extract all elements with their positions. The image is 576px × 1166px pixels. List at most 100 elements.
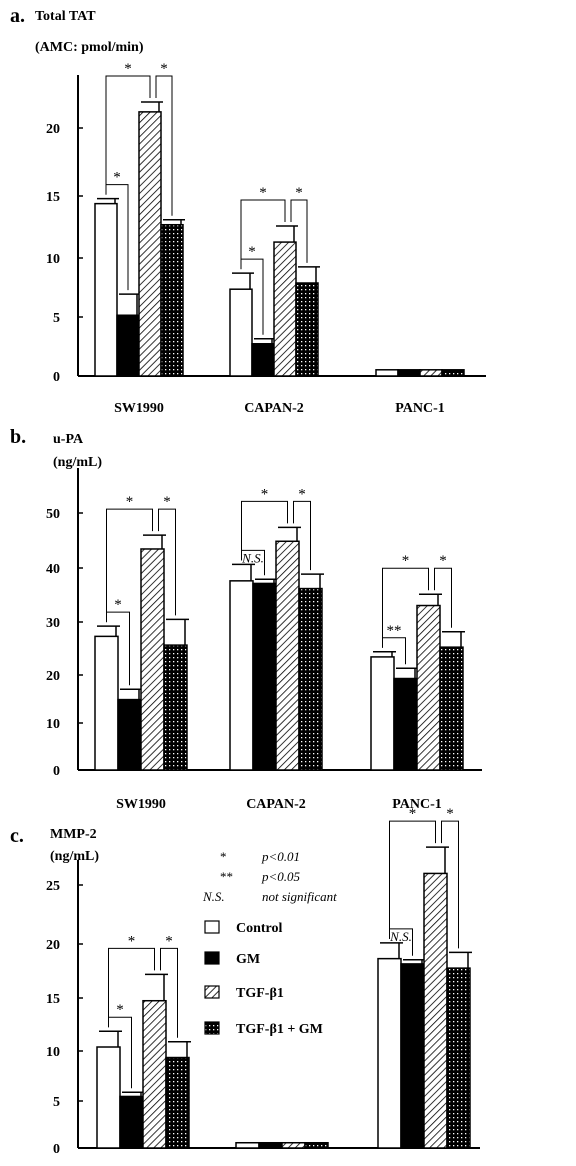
y-axis-label: (AMC: pmol/min) <box>35 40 144 55</box>
y-tick-label: 0 <box>53 370 60 385</box>
bar-tgf-1 <box>423 872 448 1149</box>
y-tick-label: 50 <box>46 507 60 522</box>
y-tick-label: 0 <box>53 1142 60 1157</box>
bar-tgf-1-gm <box>439 646 464 771</box>
legend-swatch <box>204 985 220 999</box>
significance-bracket <box>105 75 151 195</box>
legend-label: GM <box>236 952 260 967</box>
bar-gm <box>116 314 140 377</box>
significance-label: * <box>446 806 454 822</box>
bar-tgf-1-gm <box>163 644 188 771</box>
bar-control <box>377 957 402 1149</box>
panel-letter: a. <box>10 5 25 27</box>
significance-label: * <box>114 597 122 613</box>
bar-tgf-1-gm <box>165 1056 190 1149</box>
bar-gm <box>251 343 275 377</box>
legend: Control GM TGF-β1 TGF-β1 + GM <box>204 920 323 1037</box>
bar-control <box>94 202 118 377</box>
bar-control <box>370 656 395 771</box>
significance-bracket <box>108 947 155 1028</box>
bar-tgf-1 <box>273 241 297 377</box>
bar-gm <box>119 1095 144 1149</box>
note-text: not significant <box>262 889 337 904</box>
y-tick-label: 40 <box>46 562 60 577</box>
bar-tgf-1 <box>142 999 167 1149</box>
panel-letter: b. <box>10 426 26 448</box>
legend-swatch <box>204 920 220 934</box>
bar-tgf-1 <box>140 548 165 771</box>
bar-gm <box>393 677 418 771</box>
significance-bracket <box>434 567 452 628</box>
x-tick-label: PANC-1 <box>395 401 445 416</box>
bar-gm <box>258 1141 283 1149</box>
significance-label: N.S. <box>241 550 264 565</box>
bar-control <box>235 1141 260 1149</box>
significance-label: * <box>248 244 256 260</box>
significance-label: * <box>124 61 132 77</box>
y-tick-label: 20 <box>46 669 60 684</box>
significance-note: * p<0.01 ** p<0.05 N.S. not significant <box>202 849 337 904</box>
y-tick-label: 5 <box>53 1095 60 1110</box>
bar-tgf-1-gm <box>298 587 323 771</box>
bar-control <box>96 1046 121 1149</box>
x-tick-label: PANC-1 <box>392 797 442 812</box>
y-tick-label: 0 <box>53 764 60 779</box>
significance-label: ** <box>387 623 402 639</box>
bar-gm <box>397 369 421 377</box>
significance-bracket <box>158 508 176 616</box>
y-tick-label: 15 <box>46 992 60 1007</box>
y-tick-label: 10 <box>46 717 60 732</box>
y-tick-label: 10 <box>46 252 60 267</box>
y-tick-label: 15 <box>46 190 60 205</box>
chart-panel-b: b. u-PA (ng/mL) 0 10 20 30 40 50 SW1990 CAPAN-2 PAN… <box>10 426 482 812</box>
significance-bracket <box>389 820 436 939</box>
significance-bracket <box>241 500 288 561</box>
note-text: p<0.05 <box>261 869 301 884</box>
note-symbol: N.S. <box>202 889 225 904</box>
bar-tgf-1-gm <box>304 1141 329 1149</box>
significance-label: * <box>439 553 447 569</box>
significance-label: * <box>259 185 267 201</box>
significance-label: * <box>126 494 134 510</box>
bar-tgf-1 <box>281 1141 306 1149</box>
significance-label: * <box>402 553 410 569</box>
y-axis-label: (ng/mL) <box>50 849 99 864</box>
bar-gm <box>252 582 277 771</box>
bar-tgf-1-gm <box>441 369 465 377</box>
significance-bracket <box>441 820 459 949</box>
significance-label: * <box>160 61 168 77</box>
bar-control <box>375 369 399 377</box>
chart-title: Total TAT <box>35 9 96 24</box>
bar-tgf-1-gm <box>446 967 471 1149</box>
significance-label: * <box>295 185 303 201</box>
x-tick-label: SW1990 <box>116 797 166 812</box>
bar-tgf-1 <box>419 369 443 377</box>
significance-label: * <box>113 170 121 186</box>
bar-gm <box>400 963 425 1149</box>
y-tick-label: 25 <box>46 879 60 894</box>
bar-control <box>229 580 254 771</box>
bar-tgf-1 <box>138 111 162 377</box>
bar-tgf-1 <box>416 604 441 771</box>
chart-title: u-PA <box>53 432 84 447</box>
x-tick-label: CAPAN-2 <box>246 797 306 812</box>
significance-label: * <box>165 933 173 949</box>
significance-bracket <box>160 947 178 1038</box>
legend-label: Control <box>236 921 283 936</box>
legend-label: TGF-β1 + GM <box>236 1022 323 1037</box>
significance-label: * <box>163 494 171 510</box>
note-text: p<0.01 <box>261 849 300 864</box>
significance-bracket <box>106 508 153 623</box>
bar-tgf-1-gm <box>295 282 319 377</box>
bar-tgf-1 <box>275 540 300 771</box>
panel-letter: c. <box>10 825 24 847</box>
y-tick-label: 5 <box>53 311 60 326</box>
chart-panel-a: a. Total TAT (AMC: pmol/min) 0 5 10 15 20 SW1990… <box>10 5 486 416</box>
bar-control <box>229 288 253 377</box>
significance-bracket <box>293 500 311 571</box>
significance-bracket <box>290 199 308 263</box>
bar-control <box>94 635 119 771</box>
y-axis-label: (ng/mL) <box>53 455 102 470</box>
